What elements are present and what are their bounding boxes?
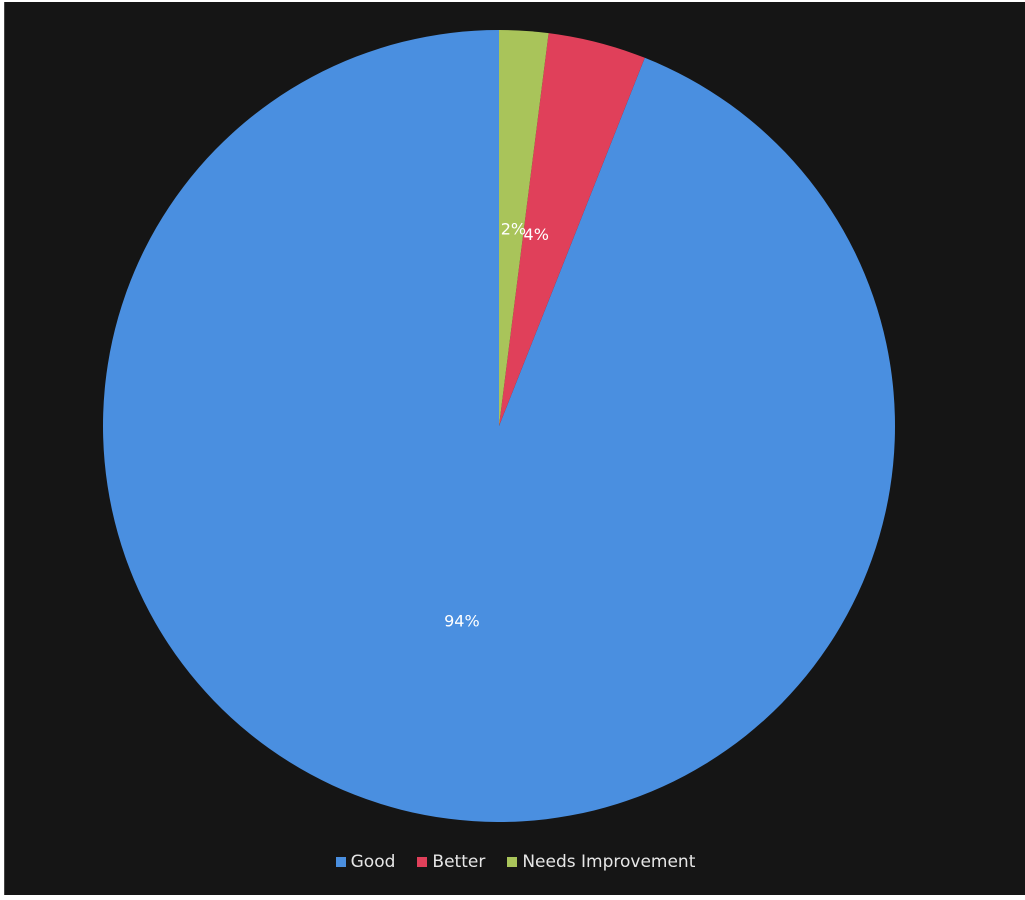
data-label-better: 4%: [524, 225, 549, 244]
chart-area: 94% 4% 2% Good Better Needs Improvement: [4, 2, 1025, 895]
legend-label-better: Better: [432, 852, 486, 872]
pie-slice-good: [103, 30, 896, 822]
pie-slice-needs-improvement: [499, 30, 549, 426]
legend-swatch-better: [417, 857, 428, 867]
legend-swatch-good: [335, 857, 346, 867]
pie-chart: 94% 4%2%: [103, 30, 896, 822]
legend-item-better: Better: [417, 852, 485, 872]
legend-label-needs-improvement: Needs Improvement: [522, 852, 696, 872]
legend-item-needs-improvement: Needs Improvement: [507, 852, 695, 872]
data-label-good: 94%: [444, 611, 480, 630]
legend-item-good: Good: [335, 852, 396, 872]
pie-slice-better: [499, 33, 645, 426]
legend: Good Better Needs Improvement: [5, 852, 1025, 872]
legend-label-good: Good: [350, 852, 396, 872]
legend-swatch-needs-improvement: [507, 857, 518, 867]
data-label-needs-improvement: 2%: [501, 219, 526, 238]
